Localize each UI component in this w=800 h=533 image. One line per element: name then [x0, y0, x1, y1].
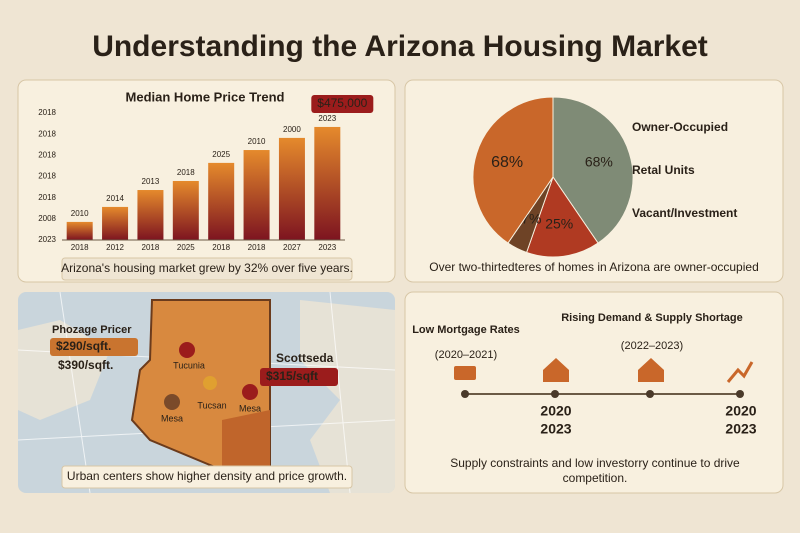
- region: [222, 410, 270, 470]
- x-tick-label: 2018: [212, 243, 230, 252]
- bar-label: 2014: [106, 194, 124, 203]
- slice: [552, 96, 634, 244]
- bar: [278, 137, 305, 240]
- timeline-dots: [461, 390, 744, 398]
- land: [18, 300, 395, 493]
- callout-box: [260, 368, 338, 386]
- callout-box: [50, 338, 138, 356]
- pin: [179, 342, 195, 358]
- y-axis-label: 2008: [38, 214, 56, 223]
- x-tick-label: 2027: [283, 243, 301, 252]
- x-tick-label: 2025: [177, 243, 195, 252]
- icons: [454, 358, 754, 383]
- city: Tucsan: [197, 400, 226, 410]
- callout: $390/sqft.: [58, 358, 113, 372]
- bar: [102, 206, 129, 240]
- callout: $315/sqft: [266, 369, 318, 383]
- x-tick-label: 2018: [71, 243, 89, 252]
- stage-period: (2022–2023): [621, 340, 683, 352]
- callout: Scottseda: [276, 351, 334, 365]
- x-tick-label: 2012: [106, 243, 124, 252]
- legend-label: Owner-Occupied: [632, 120, 728, 134]
- pin: [164, 394, 180, 410]
- bar-label: 2000: [283, 125, 301, 134]
- callout: $290/sqft.: [56, 339, 111, 353]
- pin: [203, 376, 217, 390]
- pin: [242, 384, 258, 400]
- slice-label: 68%: [491, 154, 523, 171]
- year: 2020: [725, 403, 756, 419]
- caption-box: [61, 257, 353, 281]
- y-axis-label: 2018: [38, 150, 56, 159]
- callout: Phozage Pricer: [52, 324, 132, 336]
- stage-label: Rising Demand & Supply Shortage: [561, 312, 743, 324]
- bar-label: 2013: [142, 177, 160, 186]
- bar-label: 2025: [212, 150, 230, 159]
- timeline: Low Mortgage Rates (2020–2021) Rising De…: [412, 312, 757, 485]
- bar-label: 2023: [318, 114, 336, 123]
- year: 2020: [540, 403, 571, 419]
- caption: Arizona's housing market grew by 32% ove…: [61, 261, 353, 275]
- slice-label: 68%: [585, 154, 613, 170]
- city: Mesa: [239, 403, 261, 413]
- chart-title: Median Home Price Trend: [126, 89, 285, 104]
- panel: [404, 291, 784, 494]
- caption-box: [61, 465, 353, 489]
- x-tick-label: 2018: [248, 243, 266, 252]
- y-axis-label: 2023: [38, 235, 56, 244]
- slice: [525, 175, 599, 258]
- slice: [472, 96, 554, 244]
- callout-box: [311, 95, 374, 113]
- bar: [66, 221, 93, 240]
- bar: [208, 162, 235, 240]
- year: 2023: [725, 421, 756, 437]
- stage-period: (2020–2021): [435, 349, 497, 361]
- map: Phozage Pricer $290/sqft. $390/sqft. Sco…: [18, 292, 395, 493]
- charts: Median Home Price Trend 2018 2018 2018 2018 2…: [38, 89, 759, 281]
- bar: [314, 126, 341, 240]
- caption-box: Supply constraints and low investorry co…: [450, 456, 740, 485]
- bar: [243, 150, 270, 240]
- slice-label: 25%: [545, 215, 573, 231]
- x-tick-label: 2023: [318, 243, 336, 252]
- city: Mesa: [161, 413, 183, 423]
- bar-label: 2018: [177, 168, 195, 177]
- y-axis-label: 2018: [38, 108, 56, 117]
- caption: Supply constraints and low investorry co…: [450, 456, 740, 485]
- x-tick-label: 2018: [142, 243, 160, 252]
- bar: [172, 180, 199, 240]
- callout: $475,000: [317, 96, 367, 110]
- caption: Over two-thirtedteres of homes in Arizon…: [429, 260, 759, 274]
- stage-label: Low Mortgage Rates: [412, 324, 520, 336]
- y-axis-label: 2018: [38, 172, 56, 181]
- caption: Urban centers show higher density and pr…: [67, 469, 347, 483]
- year: 2023: [540, 421, 571, 437]
- legend-label: Vacant/Investment: [632, 206, 737, 220]
- y-axis-label: 2018: [38, 129, 56, 138]
- legend-label: Retal Units: [632, 163, 695, 177]
- y-axis-label: 2018: [38, 193, 56, 202]
- bar-label: 2010: [71, 209, 89, 218]
- title: Understanding the Arizona Housing Market: [92, 30, 708, 63]
- bar: [137, 190, 164, 240]
- bar-label: 2010: [248, 137, 266, 146]
- city: Tucunia: [173, 360, 205, 370]
